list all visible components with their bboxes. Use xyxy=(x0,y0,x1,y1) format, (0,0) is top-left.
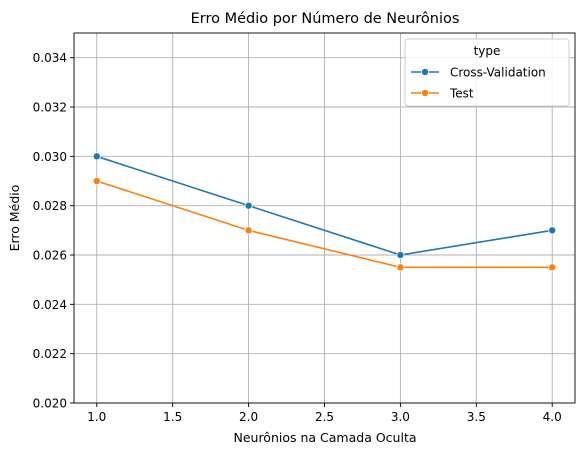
data-point xyxy=(396,263,405,272)
x-tick-label: 4.0 xyxy=(543,410,562,424)
x-tick-label: 3.0 xyxy=(391,410,410,424)
y-tick-label: 0.030 xyxy=(33,150,67,164)
y-tick-label: 0.032 xyxy=(33,101,67,115)
y-tick-layer: 0.020 0.022 0.024 0.026 0.028 0.030 0.032 0.034 xyxy=(33,51,74,411)
data-point xyxy=(92,176,101,185)
legend-entry-test: Test xyxy=(411,87,474,101)
data-point xyxy=(548,263,557,272)
series-line xyxy=(96,155,553,256)
series-line xyxy=(96,180,553,269)
x-tick-label: 1.5 xyxy=(163,410,182,424)
y-axis-label: Erro Médio xyxy=(7,185,22,252)
legend: type Cross-Validation Test xyxy=(404,38,570,107)
data-point xyxy=(244,226,253,235)
x-axis-label: Neurônios na Camada Oculta xyxy=(233,430,416,445)
legend-marker xyxy=(420,68,429,77)
x-tick-label: 3.5 xyxy=(467,410,486,424)
legend-title: type xyxy=(474,44,501,58)
series-test xyxy=(92,176,557,272)
y-tick-label: 0.020 xyxy=(33,397,67,411)
x-tick-label: 1.0 xyxy=(87,410,106,424)
legend-marker xyxy=(420,89,429,98)
y-tick-label: 0.034 xyxy=(33,51,67,65)
x-tick-layer: 1.0 1.5 2.0 2.5 3.0 3.5 4.0 xyxy=(87,403,562,424)
legend-label: Test xyxy=(449,87,474,101)
x-tick-label: 2.5 xyxy=(315,410,334,424)
data-point xyxy=(396,250,405,259)
y-tick-label: 0.022 xyxy=(33,347,67,361)
data-point xyxy=(92,152,101,161)
y-tick-label: 0.024 xyxy=(33,298,67,312)
chart-title: Erro Médio por Número de Neurônios xyxy=(191,11,460,27)
data-point xyxy=(548,226,557,235)
series-cross-validation xyxy=(92,152,557,259)
series-layer xyxy=(92,152,557,272)
legend-entry-cross-validation: Cross-Validation xyxy=(411,66,546,80)
legend-box xyxy=(404,38,570,107)
y-tick-label: 0.028 xyxy=(33,199,67,213)
x-tick-label: 2.0 xyxy=(239,410,258,424)
data-point xyxy=(244,201,253,210)
legend-label: Cross-Validation xyxy=(450,66,546,80)
y-tick-label: 0.026 xyxy=(33,249,67,263)
